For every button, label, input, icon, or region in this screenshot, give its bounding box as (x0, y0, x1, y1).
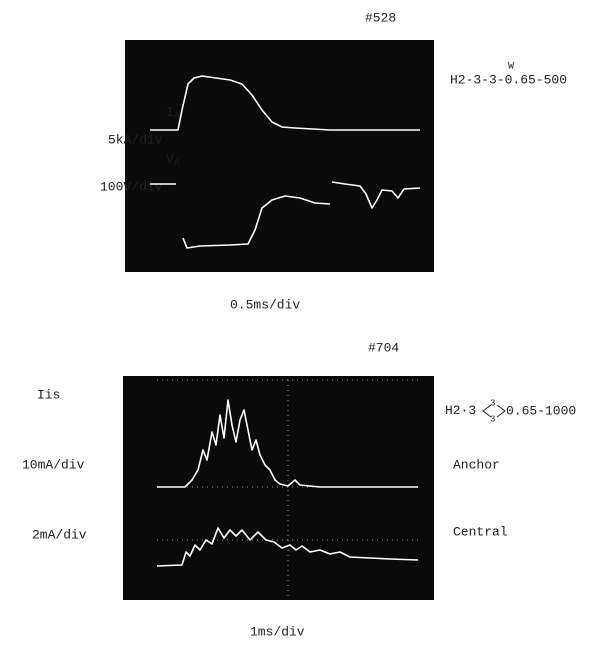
figure: #528 IA 5kA/div VA 100V/div W H2-3-3-0.6… (0, 0, 612, 647)
condition-suffix: 0.65-1000 (506, 403, 576, 418)
shot-number: #704 (368, 340, 399, 355)
condition: H2-3-3-0.65-500 (450, 72, 567, 87)
channel-scale: 5kA/div (108, 132, 163, 147)
signal-label: Iis (37, 387, 60, 402)
channel-symbol: I (166, 105, 174, 120)
time-scale: 0.5ms/div (230, 297, 300, 312)
condition-upper: 3 (490, 398, 495, 408)
condition: H2·3 (445, 403, 476, 418)
condition-lower: 3 (490, 414, 495, 424)
channel-scale: 2mA/div (32, 527, 87, 542)
channel-scale: 100V/div (100, 179, 163, 194)
condition-prefix: H2·3 (445, 403, 476, 418)
probe-label: Anchor (453, 457, 500, 472)
scope-screen (123, 376, 434, 600)
condition-mark: W (508, 62, 514, 73)
channel-subscript: A (174, 158, 180, 168)
shot-number: #528 (365, 10, 396, 25)
time-scale: 1ms/div (250, 624, 305, 639)
probe-label: Central (453, 524, 508, 539)
channel-subscript: A (174, 111, 180, 121)
channel-symbol: V (166, 152, 174, 167)
channel-scale: 10mA/div (22, 457, 85, 472)
